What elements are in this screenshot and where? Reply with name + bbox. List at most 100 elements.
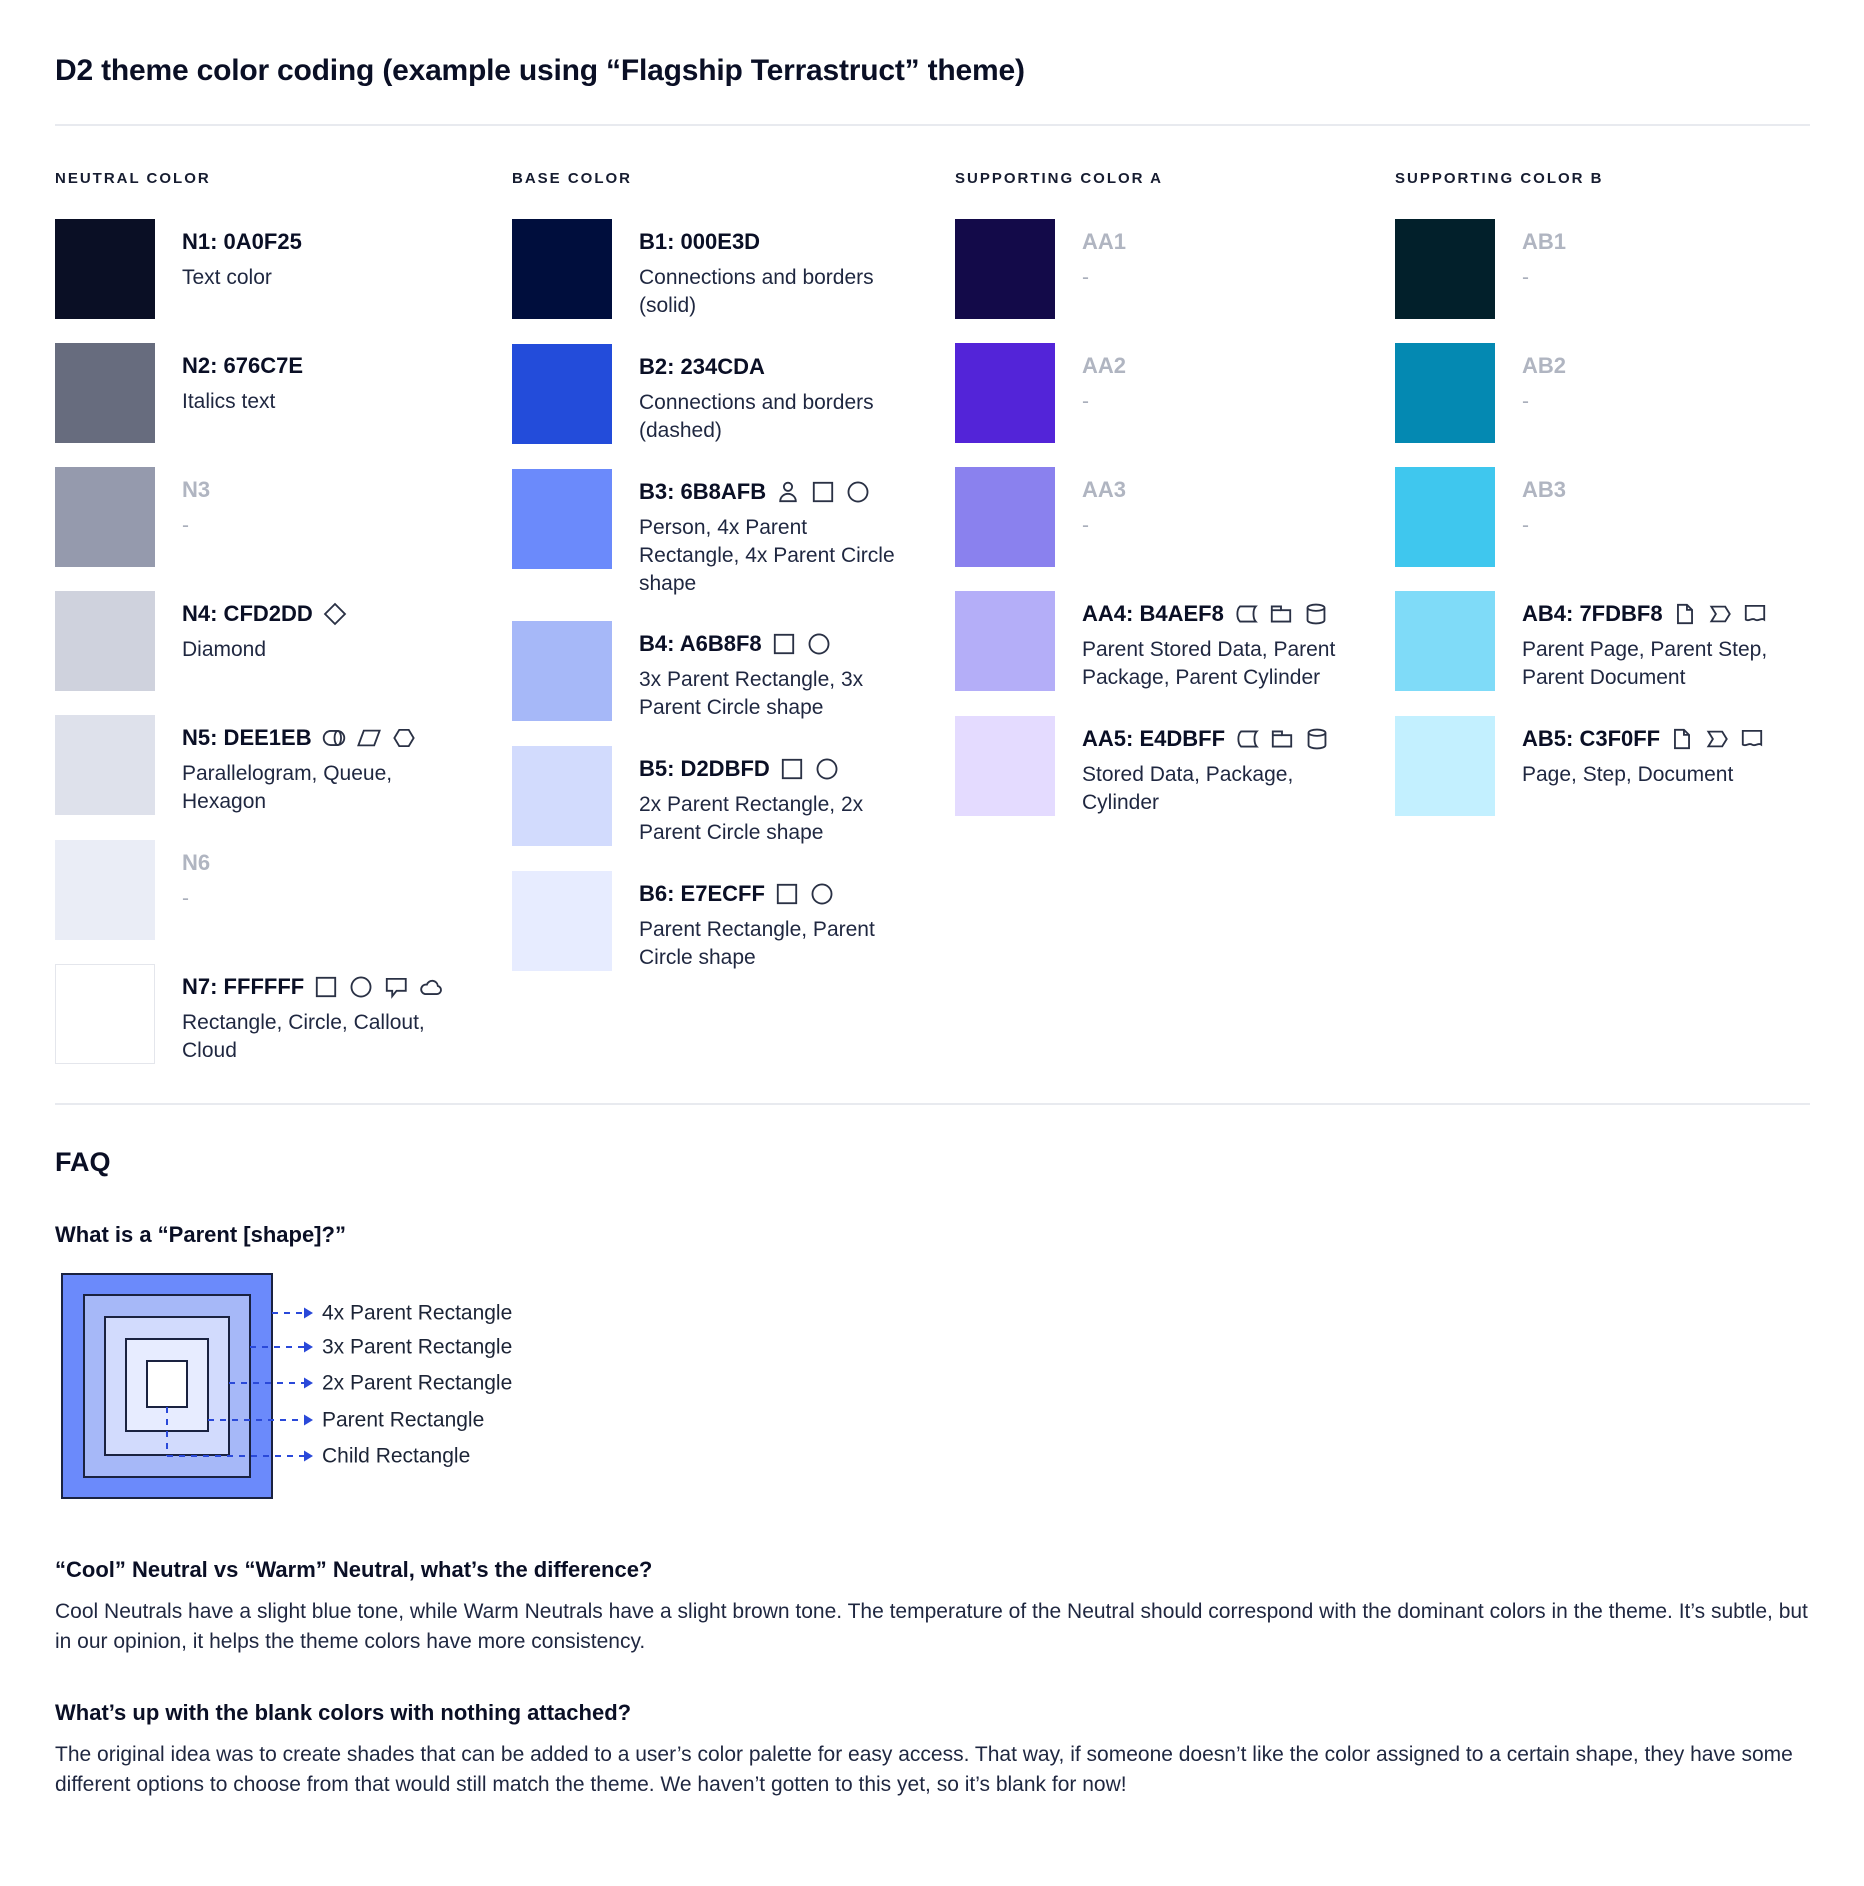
color-swatch <box>512 746 612 847</box>
palette-column: NEUTRAL COLOR N1: 0A0F25 Text color N2: 676… <box>55 126 512 1089</box>
column-header: BASE COLOR <box>512 170 633 187</box>
color-usage: 2x Parent Rectangle, 2x Parent Circle sh… <box>639 793 864 845</box>
color-swatch <box>1395 219 1495 319</box>
color-code-line: N6 <box>182 850 210 876</box>
parent-shape-diagram: 4x Parent Rectangle 3x Parent Rectangle 2x… <box>61 1272 512 1499</box>
color-swatch <box>512 219 612 319</box>
palette-row: AB1 - <box>1395 219 1810 319</box>
color-code: AA2 <box>1082 353 1127 378</box>
circle-icon <box>816 758 838 780</box>
color-code-line: B3: 6B8AFB <box>639 479 871 505</box>
palette-row: N1: 0A0F25 Text color <box>55 219 512 319</box>
color-code-line: B6: E7ECFF <box>639 881 835 907</box>
faq-question-parent-shape: What is a “Parent [shape]?” <box>55 1221 346 1247</box>
color-usage: Italics text <box>182 390 276 413</box>
color-code: AB2 <box>1522 353 1567 378</box>
color-code-line: AB1 <box>1522 229 1566 255</box>
color-swatch <box>55 591 155 691</box>
swatch-text: B3: 6B8AFB Person, 4x Parent Rectangle, 4… <box>639 469 897 598</box>
color-code-line: N3 <box>182 477 210 503</box>
arrowhead-icon <box>304 1341 313 1353</box>
swatch-text: AA1 - <box>1082 219 1340 319</box>
arrowhead-icon <box>304 1307 313 1319</box>
swatch-text: AB5: C3F0FF Page, Step, Document <box>1522 716 1780 816</box>
step-icon <box>1709 605 1731 623</box>
color-code: B6: E7ECFF <box>639 881 765 907</box>
palette-row: B3: 6B8AFB Person, 4x Parent Rectangle, 4… <box>512 468 955 598</box>
palette-row: AA4: B4AEF8 Parent Stored Data, Parent Pa… <box>955 591 1395 692</box>
arrowhead-icon <box>304 1377 313 1389</box>
color-code-line: N7: FFFFFF <box>182 974 444 1000</box>
hexagon-icon <box>392 728 415 748</box>
color-swatch <box>55 219 155 319</box>
color-usage: - <box>182 514 189 537</box>
color-code: B1: 000E3D <box>639 229 761 254</box>
color-usage: Diamond <box>182 638 267 661</box>
color-swatch <box>955 467 1055 567</box>
palette-row: N4: CFD2DD Diamond <box>55 591 512 691</box>
palette-row: N3 - <box>55 467 512 567</box>
color-code: B5: D2DBFD <box>639 756 770 782</box>
palette-row: B1: 000E3D Connections and borders (solid… <box>512 219 955 320</box>
color-usage: Person, 4x Parent Rectangle, 4x Parent C… <box>639 515 895 595</box>
palette-row: AB4: 7FDBF8 Parent Page, Parent Step, Par… <box>1395 591 1810 692</box>
palette-row: B2: 234CDA Connections and borders (dashe… <box>512 343 955 445</box>
color-swatch <box>55 343 155 443</box>
faq-question-blank-colors: What’s up with the blank colors with not… <box>55 1700 632 1726</box>
cylinder-icon <box>1306 603 1326 625</box>
palette-row: N5: DEE1EB Parallelogram, Queue, Hexagon <box>55 715 512 816</box>
column-header: SUPPORTING COLOR A <box>955 170 1163 187</box>
stored-data-icon <box>1236 605 1258 623</box>
color-usage: - <box>1522 390 1529 413</box>
color-code-line: AA3 <box>1082 477 1126 503</box>
cylinder-icon <box>1307 728 1327 750</box>
swatch-text: B6: E7ECFF Parent Rectangle, Parent Circl… <box>639 871 897 972</box>
diagram-label: 4x Parent Rectangle <box>322 1301 512 1324</box>
swatch-text: AB4: 7FDBF8 Parent Page, Parent Step, Par… <box>1522 591 1780 692</box>
swatch-text: B4: A6B8F8 3x Parent Rectangle, 3x Parent… <box>639 621 897 722</box>
swatch-text: N2: 676C7E Italics text <box>182 343 440 443</box>
color-usage: Parent Page, Parent Step, Parent Documen… <box>1522 638 1768 689</box>
color-code: AB1 <box>1522 229 1567 254</box>
color-code-line: AA2 <box>1082 353 1126 379</box>
rectangle-icon <box>781 759 802 780</box>
color-usage: Rectangle, Circle, Callout, Cloud <box>182 1010 425 1062</box>
color-code: AA5: E4DBFF <box>1082 725 1226 751</box>
color-code-line: AB3 <box>1522 477 1566 503</box>
color-code: N6 <box>182 849 211 875</box>
page-icon <box>1674 728 1691 749</box>
palette-row: AA5: E4DBFF Stored Data, Package, Cylinde… <box>955 715 1395 817</box>
color-code-line: B1: 000E3D <box>639 229 760 255</box>
column-header: SUPPORTING COLOR B <box>1395 170 1604 187</box>
swatch-text: B5: D2DBFD 2x Parent Rectangle, 2x Parent… <box>639 746 897 847</box>
document-icon <box>1741 729 1763 747</box>
swatch-text: N7: FFFFFF Rectangle, Circle, Callout, Cl… <box>182 964 443 1065</box>
arrowhead-icon <box>304 1414 313 1426</box>
color-swatch <box>955 715 1055 816</box>
diagram-label: 3x Parent Rectangle <box>322 1335 512 1358</box>
column-header: NEUTRAL COLOR <box>55 170 211 187</box>
swatch-text: B2: 234CDA Connections and borders (dashe… <box>639 344 897 445</box>
palette-row: B6: E7ECFF Parent Rectangle, Parent Circl… <box>512 871 955 972</box>
palette-row: AA1 - <box>955 219 1395 319</box>
palette-row: B4: A6B8F8 3x Parent Rectangle, 3x Parent… <box>512 621 955 722</box>
color-code: AA1 <box>1082 229 1127 254</box>
stored-data-icon <box>1237 730 1259 748</box>
diamond-icon <box>323 602 347 626</box>
color-code-line: N2: 676C7E <box>182 353 303 379</box>
color-usage: Connections and borders (dashed) <box>639 390 874 442</box>
color-swatch <box>955 219 1055 319</box>
color-swatch <box>955 343 1055 443</box>
color-swatch <box>955 591 1055 691</box>
circle-icon <box>847 481 869 503</box>
color-swatch <box>1395 343 1495 443</box>
color-code-line: B4: A6B8F8 <box>639 631 832 657</box>
color-code-line: AA4: B4AEF8 <box>1082 601 1329 627</box>
color-code: N3 <box>182 477 211 502</box>
color-swatch <box>1395 715 1495 816</box>
faq-section: FAQ What is a “Parent [shape]?” 4x Paren… <box>55 1147 1810 1800</box>
color-code-line: B5: D2DBFD <box>639 756 840 782</box>
color-usage: - <box>182 886 189 910</box>
palette-column: SUPPORTING COLOR B AB1 - AB2 - AB3 - AB4: 7FDBF… <box>1395 126 1810 840</box>
document-icon <box>1744 604 1765 622</box>
